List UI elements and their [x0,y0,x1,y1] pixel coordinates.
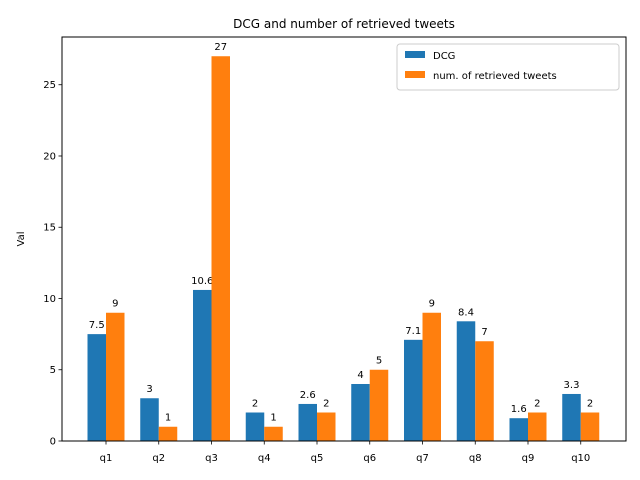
data-label-dcg-q5: 2.6 [300,390,316,401]
x-tick-label-q3: q3 [205,453,218,464]
y-tick-label-10: 10 [43,294,56,305]
data-label-tweets-q7: 9 [429,299,435,310]
bar-dcg-q4 [245,412,265,441]
data-label-dcg-q7: 7.1 [405,326,421,337]
legend: DCG num. of retrieved tweets [396,43,620,91]
data-label-tweets-q4: 1 [270,413,276,424]
data-label-dcg-q2: 3 [146,384,152,395]
bar-tweets-q4 [264,426,283,441]
legend-swatch-dcg [405,51,425,58]
bar-dcg-q6 [351,383,370,441]
legend-label-tweets: num. of retrieved tweets [433,71,557,82]
bar-tweets-q3 [211,56,230,441]
x-tick-label-q1: q1 [100,453,113,464]
data-label-tweets-q6: 5 [376,356,382,367]
legend-swatch-tweets [405,71,425,78]
y-tick-label-15: 15 [43,223,56,234]
bar-dcg-q10 [562,393,581,441]
y-axis-label: Val [16,232,27,247]
bar-tweets-q9 [528,412,547,441]
bar-dcg-q5 [298,403,317,441]
x-tick-label-q7: q7 [416,453,429,464]
data-label-dcg-q9: 1.6 [511,404,527,415]
data-label-tweets-q5: 2 [323,398,329,409]
data-label-dcg-q1: 7.5 [89,320,105,331]
bar-tweets-q8 [475,341,494,441]
bar-dcg-q3 [193,289,212,441]
x-tick-label-q5: q5 [311,453,324,464]
bar-tweets-q2 [158,426,178,441]
y-tick-label-20: 20 [43,151,56,162]
bar-tweets-q6 [369,369,389,441]
y-tick-label-0: 0 [50,437,56,448]
bar-dcg-q8 [456,321,476,441]
x-tick-label-q9: q9 [522,453,535,464]
data-label-dcg-q6: 4 [357,370,363,381]
data-label-dcg-q10: 3.3 [564,380,580,391]
bar-tweets-q10 [580,412,600,441]
bar-tweets-q7 [422,312,441,441]
axes-frame [61,36,627,442]
x-tick-label-q10: q10 [571,453,590,464]
chart-title: DCG and number of retrieved tweets [233,17,455,31]
data-label-dcg-q3: 10.6 [191,276,213,287]
y-tick-label-25: 25 [43,80,56,91]
bar-dcg-q2 [140,398,159,441]
data-label-tweets-q9: 2 [534,398,540,409]
data-label-tweets-q2: 1 [165,413,171,424]
data-label-dcg-q4: 2 [252,398,258,409]
data-label-tweets-q8: 7 [481,327,487,338]
bar-dcg-q7 [404,339,423,441]
x-tick-label-q8: q8 [469,453,482,464]
bar-tweets-q5 [317,412,336,441]
data-label-tweets-q3: 27 [214,42,227,53]
data-label-tweets-q10: 2 [587,398,593,409]
bar-dcg-q1 [87,334,106,441]
bar-tweets-q1 [106,312,125,441]
legend-box [396,43,620,91]
data-label-tweets-q1: 9 [112,299,118,310]
x-tick-label-q4: q4 [258,453,271,464]
data-label-dcg-q8: 8.4 [458,307,474,318]
y-tick-label-5: 5 [50,365,56,376]
x-tick-label-q6: q6 [363,453,376,464]
bar-dcg-q9 [509,418,528,441]
legend-label-dcg: DCG [433,51,455,62]
x-tick-label-q2: q2 [152,453,165,464]
